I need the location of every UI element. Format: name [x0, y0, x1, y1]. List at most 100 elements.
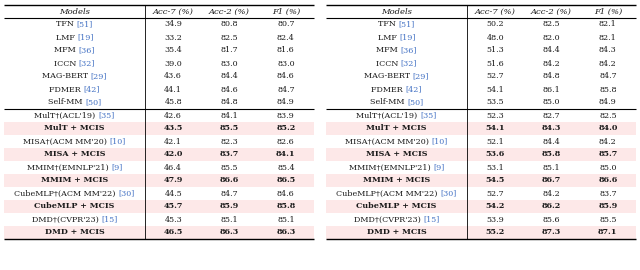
Text: 85.8: 85.8	[276, 202, 296, 211]
Text: DMD†(CVPR'23): DMD†(CVPR'23)	[354, 215, 423, 224]
Text: 84.7: 84.7	[221, 190, 238, 197]
Text: 84.3: 84.3	[542, 124, 561, 133]
Text: 85.5: 85.5	[599, 215, 616, 224]
Text: 81.6: 81.6	[277, 46, 294, 55]
Text: [29]: [29]	[413, 73, 429, 80]
Text: 84.2: 84.2	[543, 190, 561, 197]
Text: 52.3: 52.3	[486, 112, 504, 120]
Text: 82.4: 82.4	[277, 33, 294, 42]
Text: 84.3: 84.3	[599, 46, 617, 55]
Text: 86.6: 86.6	[598, 177, 618, 184]
Text: [32]: [32]	[401, 59, 417, 68]
Text: 84.8: 84.8	[543, 73, 561, 80]
Text: 85.7: 85.7	[598, 150, 618, 158]
Text: 53.5: 53.5	[486, 99, 504, 106]
Text: 85.4: 85.4	[277, 164, 294, 171]
Text: 86.3: 86.3	[276, 228, 296, 237]
Text: LMF: LMF	[378, 33, 399, 42]
Text: MulT†(ACL'19): MulT†(ACL'19)	[356, 112, 420, 120]
Text: 85.9: 85.9	[598, 202, 618, 211]
Text: [35]: [35]	[98, 112, 115, 120]
Bar	[4, 122, 314, 135]
Text: 84.6: 84.6	[277, 73, 294, 80]
Text: CubeMLP†(ACM MM'22): CubeMLP†(ACM MM'22)	[14, 190, 118, 197]
Text: 86.6: 86.6	[220, 177, 239, 184]
Text: 84.8: 84.8	[221, 99, 238, 106]
Bar	[4, 148, 314, 161]
Text: TFN: TFN	[378, 21, 399, 29]
Text: MulT + MCIS: MulT + MCIS	[366, 124, 427, 133]
Text: MMIM + MCIS: MMIM + MCIS	[363, 177, 430, 184]
Text: ICCN: ICCN	[54, 59, 79, 68]
Text: 53.9: 53.9	[486, 215, 504, 224]
Text: 84.7: 84.7	[599, 73, 617, 80]
Text: 84.9: 84.9	[599, 99, 617, 106]
Text: 82.5: 82.5	[599, 112, 617, 120]
Text: 85.1: 85.1	[277, 215, 294, 224]
Text: 84.0: 84.0	[598, 124, 618, 133]
Text: 82.0: 82.0	[543, 33, 561, 42]
Text: CubeMLP + MCIS: CubeMLP + MCIS	[35, 202, 115, 211]
Text: [30]: [30]	[118, 190, 134, 197]
Text: [42]: [42]	[83, 86, 100, 93]
Text: Self-MM: Self-MM	[370, 99, 407, 106]
Text: DMD + MCIS: DMD + MCIS	[45, 228, 104, 237]
Text: [9]: [9]	[111, 164, 122, 171]
Text: [19]: [19]	[399, 33, 415, 42]
Text: MMIM†(EMNLP'21): MMIM†(EMNLP'21)	[27, 164, 111, 171]
Text: 86.3: 86.3	[220, 228, 239, 237]
Text: 84.1: 84.1	[276, 150, 296, 158]
Text: [15]: [15]	[423, 215, 440, 224]
Text: [50]: [50]	[85, 99, 101, 106]
Text: [32]: [32]	[79, 59, 95, 68]
Text: 83.0: 83.0	[277, 59, 294, 68]
Text: 87.1: 87.1	[598, 228, 618, 237]
Text: 45.7: 45.7	[164, 202, 183, 211]
Text: Models: Models	[381, 8, 412, 15]
Text: 34.9: 34.9	[164, 21, 182, 29]
Text: 86.5: 86.5	[276, 177, 296, 184]
Text: MFM: MFM	[376, 46, 401, 55]
Text: 42.0: 42.0	[164, 150, 183, 158]
Text: TFN: TFN	[56, 21, 77, 29]
Text: 84.4: 84.4	[543, 137, 561, 146]
Bar	[4, 226, 314, 239]
Text: 82.3: 82.3	[221, 137, 239, 146]
Bar	[326, 148, 636, 161]
Text: [51]: [51]	[77, 21, 93, 29]
Text: 35.4: 35.4	[164, 46, 182, 55]
Text: MulT†(ACL'19): MulT†(ACL'19)	[35, 112, 98, 120]
Text: MAG-BERT: MAG-BERT	[42, 73, 91, 80]
Text: 44.1: 44.1	[164, 86, 182, 93]
Text: 85.0: 85.0	[543, 99, 560, 106]
Text: 84.6: 84.6	[221, 86, 239, 93]
Text: CubeMLP + MCIS: CubeMLP + MCIS	[356, 202, 436, 211]
Text: FDMER: FDMER	[49, 86, 83, 93]
Text: [29]: [29]	[91, 73, 107, 80]
Text: [19]: [19]	[77, 33, 93, 42]
Text: 82.7: 82.7	[543, 112, 561, 120]
Bar	[326, 174, 636, 187]
Text: 84.2: 84.2	[543, 59, 561, 68]
Text: 84.4: 84.4	[543, 46, 561, 55]
Text: 42.1: 42.1	[164, 137, 182, 146]
Text: DMD†(CVPR'23): DMD†(CVPR'23)	[31, 215, 101, 224]
Text: MAG-BERT: MAG-BERT	[364, 73, 413, 80]
Text: 39.0: 39.0	[164, 59, 182, 68]
Text: MMIM + MCIS: MMIM + MCIS	[41, 177, 108, 184]
Text: 86.7: 86.7	[542, 177, 561, 184]
Text: 84.2: 84.2	[599, 137, 617, 146]
Text: 85.6: 85.6	[543, 215, 561, 224]
Text: [10]: [10]	[109, 137, 126, 146]
Text: 51.3: 51.3	[486, 46, 504, 55]
Text: 84.2: 84.2	[599, 59, 617, 68]
Text: 85.8: 85.8	[542, 150, 561, 158]
Text: 44.5: 44.5	[164, 190, 182, 197]
Text: 54.5: 54.5	[486, 177, 505, 184]
Text: 82.1: 82.1	[599, 21, 617, 29]
Text: 54.1: 54.1	[485, 124, 505, 133]
Text: 84.6: 84.6	[277, 190, 294, 197]
Text: 86.1: 86.1	[543, 86, 561, 93]
Text: 80.7: 80.7	[277, 21, 294, 29]
Text: 84.9: 84.9	[277, 99, 294, 106]
